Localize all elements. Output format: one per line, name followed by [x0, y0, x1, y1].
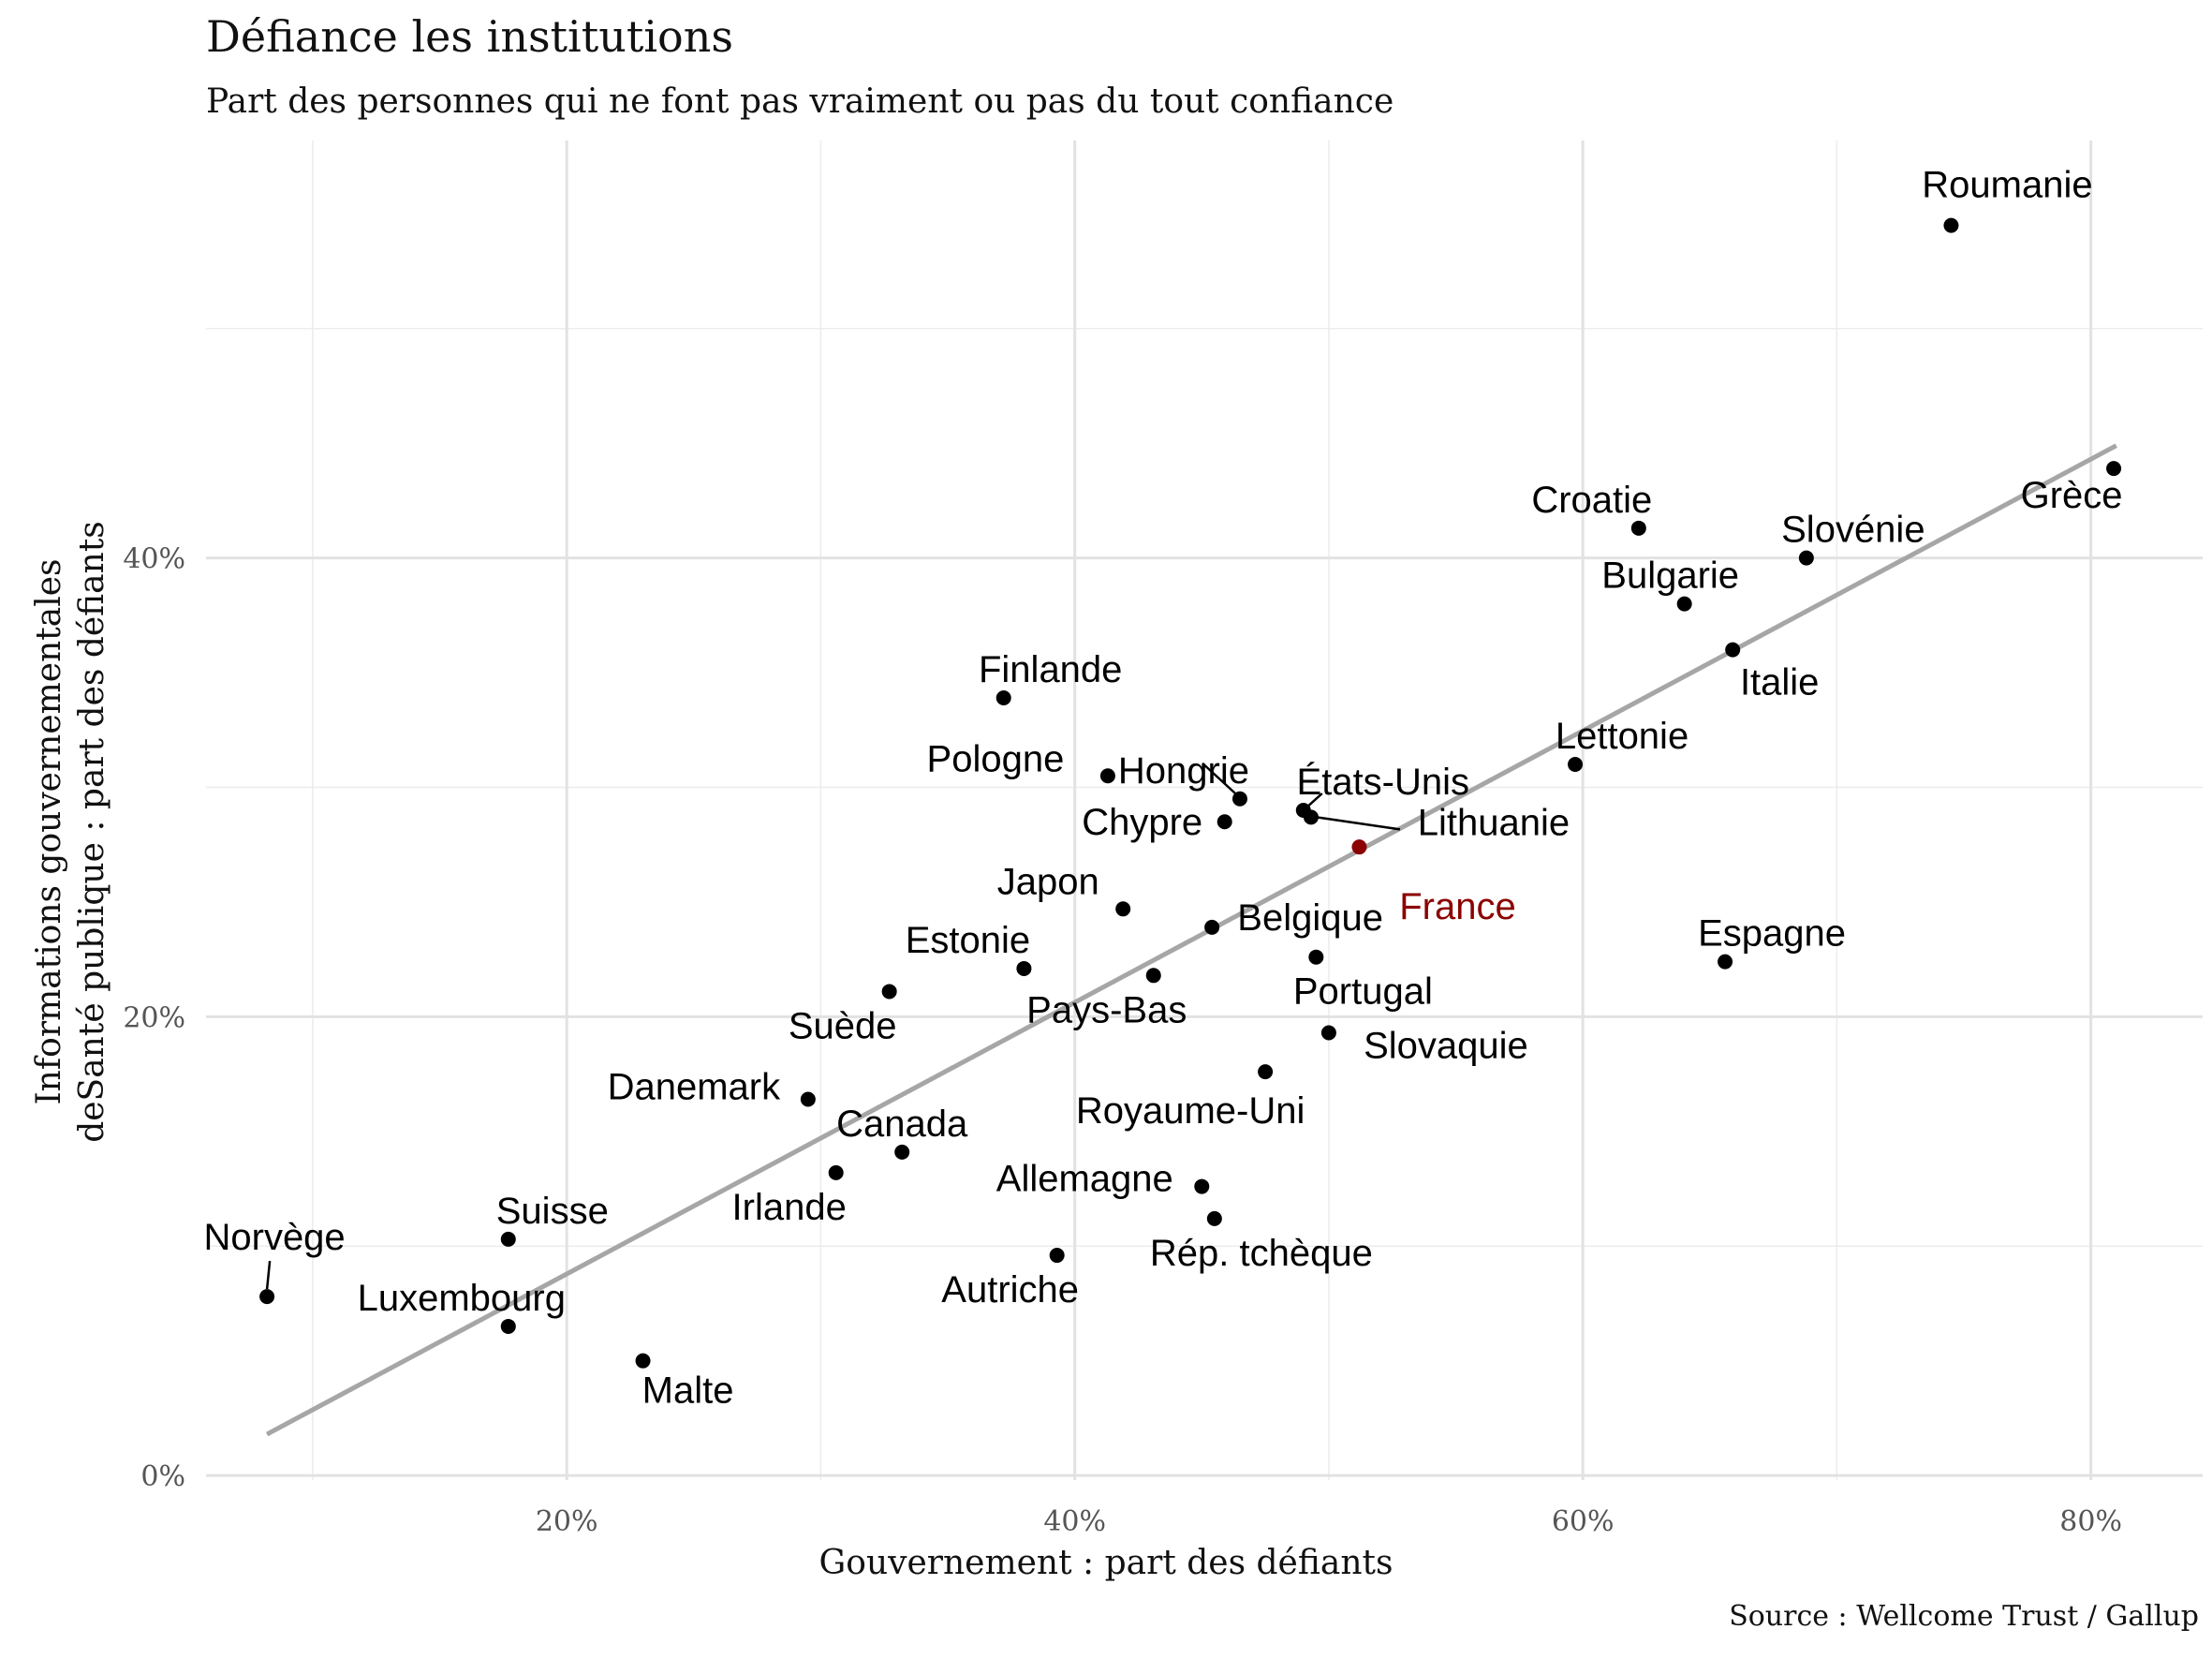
point-label-30: Norvège — [203, 1217, 345, 1258]
data-point-2 — [1630, 520, 1646, 536]
point-label-22: Royaume-Uni — [1076, 1090, 1305, 1132]
point-label-6: Lettonie — [1556, 716, 1688, 757]
point-label-28: Autriche — [941, 1269, 1079, 1311]
data-point-13 — [1351, 839, 1367, 855]
data-point-32 — [635, 1353, 651, 1369]
data-point-30 — [259, 1289, 275, 1305]
source-caption: Source : Wellcome Trust / Gallup — [1729, 1600, 2199, 1633]
chart-subtitle: Part des personnes qui ne font pas vraim… — [206, 82, 1394, 121]
data-point-3 — [1798, 550, 1814, 566]
point-label-26: Allemagne — [996, 1159, 1173, 1200]
point-label-27: Rép. tchèque — [1150, 1233, 1373, 1274]
point-label-5: Italie — [1740, 662, 1820, 704]
data-point-4 — [1676, 596, 1692, 612]
data-point-29 — [500, 1231, 516, 1247]
data-point-7 — [995, 690, 1011, 706]
point-label-1: Grèce — [2021, 475, 2123, 516]
point-label-21: Slovaquie — [1364, 1026, 1528, 1067]
data-point-26 — [1194, 1178, 1210, 1194]
data-point-1 — [2106, 461, 2122, 477]
point-label-14: Japon — [997, 861, 1099, 902]
data-point-9 — [1231, 791, 1247, 807]
point-label-18: Portugal — [1293, 971, 1433, 1013]
chart-title: Défiance les institutions — [206, 11, 733, 62]
x-tick-label: 40% — [1043, 1505, 1106, 1538]
point-label-13: France — [1399, 886, 1516, 927]
data-point-12 — [1217, 814, 1232, 830]
point-label-20: Suède — [789, 1005, 897, 1046]
point-label-25: Irlande — [732, 1187, 847, 1228]
label-connector-9 — [1202, 762, 1238, 796]
data-point-8 — [1099, 768, 1115, 784]
y-tick-label: 40% — [123, 543, 185, 576]
point-label-31: Luxembourg — [358, 1278, 566, 1319]
point-label-9: Hongrie — [1118, 750, 1249, 792]
point-label-32: Malte — [642, 1370, 734, 1412]
y-axis-title-line-2: deSanté publique : part des défiants — [73, 521, 111, 1143]
point-label-23: Danemark — [608, 1067, 782, 1108]
data-point-16 — [1718, 954, 1733, 970]
data-point-22 — [1258, 1064, 1274, 1080]
trend-line — [265, 443, 2117, 1437]
point-label-29: Suisse — [496, 1191, 609, 1232]
data-point-15 — [1204, 919, 1220, 935]
label-connector-11 — [1316, 816, 1401, 831]
point-label-15: Belgique — [1237, 897, 1383, 939]
data-point-23 — [800, 1091, 816, 1107]
data-point-21 — [1320, 1025, 1336, 1041]
label-connector-30 — [265, 1260, 272, 1290]
point-label-2: Croatie — [1531, 480, 1652, 521]
point-label-17: Estonie — [906, 920, 1030, 961]
x-tick-label: 60% — [1552, 1505, 1615, 1538]
point-label-4: Bulgarie — [1601, 555, 1739, 597]
data-point-11 — [1303, 809, 1319, 825]
y-axis-title-line-1: Informations gouvernementales — [30, 558, 68, 1105]
data-point-28 — [1049, 1248, 1065, 1264]
y-axis-title: Informations gouvernementales deSanté pu… — [28, 504, 114, 1160]
data-point-18 — [1308, 949, 1324, 965]
point-label-19: Pays-Bas — [1026, 989, 1187, 1030]
point-label-7: Finlande — [979, 649, 1122, 690]
point-label-0: Roumanie — [1922, 165, 2092, 206]
point-label-24: Canada — [836, 1104, 968, 1145]
data-point-31 — [500, 1318, 516, 1334]
data-point-6 — [1568, 757, 1584, 773]
x-tick-label: 80% — [2059, 1505, 2122, 1538]
data-point-27 — [1206, 1210, 1222, 1226]
data-point-5 — [1725, 642, 1741, 658]
point-label-11: Lithuanie — [1418, 802, 1570, 843]
point-label-8: Pologne — [927, 738, 1065, 779]
point-label-3: Slovénie — [1781, 510, 1924, 551]
data-point-14 — [1115, 901, 1131, 917]
data-point-17 — [1016, 960, 1032, 976]
y-tick-label: 20% — [123, 1001, 185, 1034]
x-axis-title: Gouvernement : part des défiants — [818, 1544, 1394, 1582]
x-tick-label: 20% — [536, 1505, 598, 1538]
data-point-24 — [894, 1144, 910, 1160]
data-point-0 — [1943, 217, 1959, 233]
data-point-20 — [881, 984, 897, 1000]
point-label-10: États-Unis — [1297, 761, 1470, 803]
data-point-19 — [1145, 968, 1161, 984]
data-point-25 — [828, 1164, 844, 1180]
point-label-16: Espagne — [1698, 913, 1846, 955]
point-label-12: Chypre — [1082, 802, 1202, 843]
y-tick-label: 0% — [140, 1460, 185, 1493]
